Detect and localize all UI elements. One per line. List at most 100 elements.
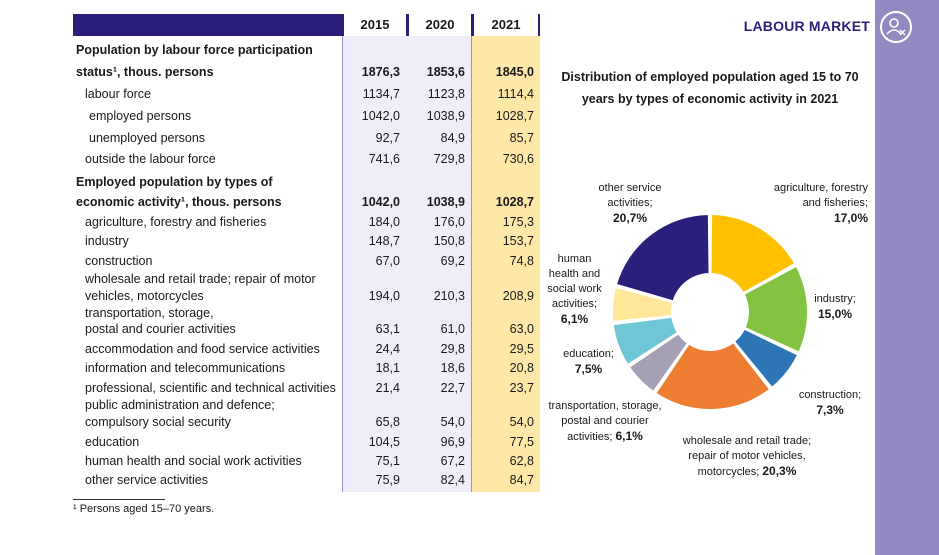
row-label: employed persons xyxy=(89,109,192,123)
row-label: industry xyxy=(85,234,129,248)
cell-2015: 1134,7 xyxy=(362,87,400,101)
cell-2020: 82,4 xyxy=(440,473,465,487)
row-label: Employed population by types of xyxy=(76,175,273,189)
cell-2020: 22,7 xyxy=(440,381,465,395)
row-label: outside the labour force xyxy=(85,152,216,166)
row-label: Population by labour force participation xyxy=(76,43,313,57)
donut-slice xyxy=(732,327,800,390)
col-2020-bg xyxy=(407,14,472,492)
donut-slice xyxy=(709,212,797,295)
donut-slice xyxy=(653,340,772,411)
cell-2020: 18,6 xyxy=(440,361,465,375)
cell-2021: 1028,7 xyxy=(495,109,534,123)
cell-2020: 61,0 xyxy=(440,322,465,336)
cell-2021: 29,5 xyxy=(509,342,534,356)
cell-2015: 194,0 xyxy=(368,289,400,303)
donut-slice xyxy=(611,285,675,323)
cell-2015: 65,8 xyxy=(375,415,400,429)
cell-2021: 84,7 xyxy=(509,473,534,487)
cell-2020: 729,8 xyxy=(433,152,465,166)
cell-2020: 1123,8 xyxy=(427,87,465,101)
cell-2015: 741,6 xyxy=(368,152,400,166)
cell-2021: 730,6 xyxy=(502,152,534,166)
label-trade: wholesale and retail trade; repair of mot… xyxy=(682,435,812,478)
label-education: education; 7,5% xyxy=(563,348,614,376)
cell-2021: 63,0 xyxy=(509,322,534,336)
cell-2021: 23,7 xyxy=(509,381,534,395)
row-label: postal and courier activities xyxy=(85,322,236,336)
section-title: LABOUR MARKET xyxy=(743,18,870,34)
cell-2015: 67,0 xyxy=(375,254,400,268)
label-transport: transportation, storage, postal and couri… xyxy=(548,400,662,443)
cell-2021: 85,7 xyxy=(509,131,534,145)
person-stats-icon xyxy=(880,11,912,43)
cell-2020: 29,8 xyxy=(440,342,465,356)
cell-2015: 75,9 xyxy=(375,473,400,487)
side-panel xyxy=(875,0,939,555)
chart-title: Distribution of employed population aged… xyxy=(561,70,859,106)
donut-slice xyxy=(742,264,809,354)
row-label: economic activity¹, thous. persons xyxy=(76,195,282,209)
row-label: vehicles, motorcycles xyxy=(85,289,204,303)
row-label: unemployed persons xyxy=(89,131,206,145)
row-label: accommodation and food service activitie… xyxy=(85,342,320,356)
label-other: other service activities; 20,7% xyxy=(598,182,662,225)
cell-2015: 1876,3 xyxy=(361,65,400,79)
row-label: professional, scientific and technical a… xyxy=(85,381,336,395)
cell-2020: 69,2 xyxy=(440,254,465,268)
label-industry: industry; 15,0% xyxy=(814,293,856,321)
row-label: information and telecommunications xyxy=(85,361,286,375)
cell-2015: 184,0 xyxy=(368,215,400,229)
row-label: wholesale and retail trade; repair of mo… xyxy=(85,272,316,286)
footnote: ¹ Persons aged 15–70 years. xyxy=(73,503,215,515)
label-construction: construction; 7,3% xyxy=(798,389,862,417)
cell-2015: 92,7 xyxy=(375,131,400,145)
label-agriculture: agriculture, forestry and fisheries; 17,0% xyxy=(773,182,868,225)
col-2021-bg xyxy=(472,14,540,492)
row-label: status¹, thous. persons xyxy=(76,65,214,79)
cell-2020: 1038,9 xyxy=(426,109,465,123)
cell-2021: 20,8 xyxy=(509,361,534,375)
cell-2021: 1114,4 xyxy=(497,87,534,101)
donut-slice xyxy=(627,331,690,394)
cell-2021: 62,8 xyxy=(509,454,534,468)
cell-2020: 1038,9 xyxy=(426,195,465,209)
cell-2015: 63,1 xyxy=(375,322,400,336)
cell-2021: 74,8 xyxy=(509,254,534,268)
cell-2020: 84,9 xyxy=(440,131,465,145)
year-2021: 2021 xyxy=(474,14,538,36)
cell-2015: 18,1 xyxy=(375,361,400,375)
cell-2020: 150,8 xyxy=(433,234,465,248)
cell-2021: 175,3 xyxy=(502,215,534,229)
cell-2015: 1042,0 xyxy=(361,109,400,123)
cell-2020: 176,0 xyxy=(433,215,465,229)
row-label: transportation, storage, xyxy=(85,306,214,320)
row-label: public administration and defence; xyxy=(85,398,275,412)
cell-2015: 148,7 xyxy=(368,234,400,248)
donut-slice xyxy=(614,212,711,303)
cell-2020: 210,3 xyxy=(433,289,465,303)
row-label: education xyxy=(85,435,140,449)
row-label: labour force xyxy=(85,87,152,101)
cell-2015: 24,4 xyxy=(375,342,400,356)
cell-2015: 75,1 xyxy=(375,454,400,468)
row-label: compulsory social security xyxy=(85,415,231,429)
cell-2020: 1853,6 xyxy=(426,65,465,79)
cell-2020: 54,0 xyxy=(440,415,465,429)
cell-2021: 54,0 xyxy=(509,415,534,429)
row-label: construction xyxy=(85,254,153,268)
cell-2015: 21,4 xyxy=(375,381,400,395)
cell-2021: 77,5 xyxy=(509,435,534,449)
row-label: human health and social work activities xyxy=(85,454,302,468)
row-label: other service activities xyxy=(85,473,208,487)
cell-2021: 1028,7 xyxy=(495,195,534,209)
cell-2020: 67,2 xyxy=(440,454,465,468)
label-health: human health and social work activities; 6,1… xyxy=(547,253,602,326)
footnote-rule xyxy=(73,499,165,500)
row-label: agriculture, forestry and fisheries xyxy=(85,215,267,229)
cell-2015: 104,5 xyxy=(368,435,400,449)
cell-2021: 1845,0 xyxy=(495,65,534,79)
cell-2015: 1042,0 xyxy=(361,195,400,209)
cell-2020: 96,9 xyxy=(440,435,465,449)
